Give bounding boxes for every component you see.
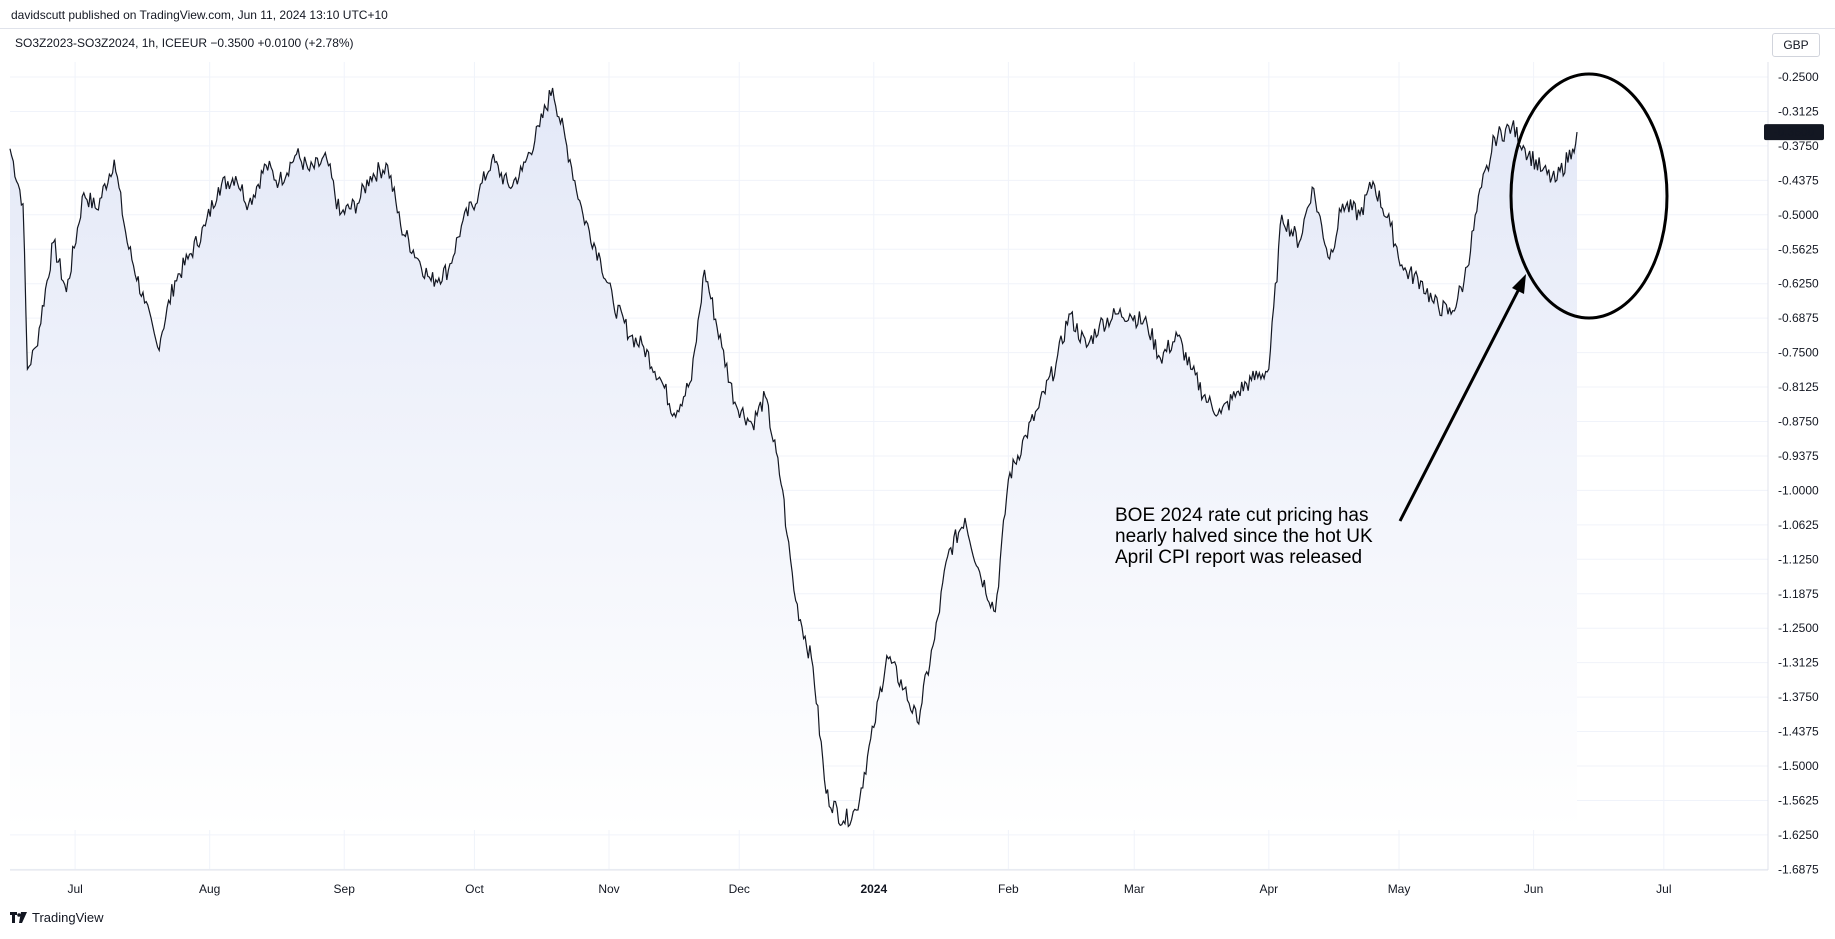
y-tick-label: -0.9375: [1778, 449, 1819, 463]
publish-info: davidscutt published on TradingView.com,…: [11, 8, 388, 22]
x-tick-label: Oct: [465, 882, 484, 896]
symbol-legend: SO3Z2023-SO3Z2024, 1h, ICEEUR −0.3500 +0…: [15, 36, 354, 50]
last-price-tag: -0.3500: [1764, 124, 1824, 141]
annotation-arrow-line: [1398, 282, 1524, 522]
x-tick-label: Jul: [1656, 882, 1671, 896]
x-tick-label: 2024: [860, 882, 887, 896]
x-axis: Jul Aug Sep Oct Nov Dec 2024 Feb Mar Apr May Jun Jul: [67, 882, 1671, 896]
footer-brand-text: TradingView: [32, 910, 104, 925]
y-tick-label: -1.4375: [1778, 725, 1819, 739]
x-tick-label: Jul: [67, 882, 82, 896]
currency-button[interactable]: GBP: [1772, 33, 1820, 57]
y-tick-label: -0.6250: [1778, 277, 1819, 291]
y-tick-label: -1.0000: [1778, 483, 1819, 497]
annotation-line-1: BOE 2024 rate cut pricing has: [1115, 505, 1368, 526]
y-tick-label: -1.1250: [1778, 552, 1819, 566]
x-tick-label: Jun: [1524, 882, 1543, 896]
y-tick-label: -1.6250: [1778, 828, 1819, 842]
y-tick-label: -0.7500: [1778, 346, 1819, 360]
y-tick-label: -1.5625: [1778, 793, 1819, 807]
x-tick-label: May: [1388, 882, 1411, 896]
y-tick-label: -0.8125: [1778, 380, 1819, 394]
y-tick-label: -0.3750: [1778, 139, 1819, 153]
y-tick-label: -0.5000: [1778, 208, 1819, 222]
y-axis: -0.2500 -0.3125 -0.3750 -0.4375 -0.5000 -0.56…: [1778, 70, 1819, 876]
y-tick-label: -1.6875: [1778, 862, 1819, 876]
y-tick-label: -0.5625: [1778, 242, 1819, 256]
x-tick-label: Feb: [998, 882, 1019, 896]
last-price-label: -0.3500: [1774, 125, 1815, 139]
y-tick-label: -1.1875: [1778, 587, 1819, 601]
y-tick-label: -1.3750: [1778, 690, 1819, 704]
annotation: BOE 2024 rate cut pricing has nearly hal…: [1115, 72, 1669, 568]
annotation-line-3: April CPI report was released: [1115, 547, 1362, 568]
y-tick-label: -0.3125: [1778, 104, 1819, 118]
y-tick-label: -1.2500: [1778, 621, 1819, 635]
x-tick-label: Aug: [199, 882, 220, 896]
highlight-ellipse: [1509, 72, 1669, 320]
y-tick-label: -1.3125: [1778, 656, 1819, 670]
x-tick-label: Sep: [334, 882, 356, 896]
y-tick-label: -0.8750: [1778, 415, 1819, 429]
y-tick-label: -0.2500: [1778, 70, 1819, 84]
y-tick-label: -1.0625: [1778, 518, 1819, 532]
annotation-line-2: nearly halved since the hot UK: [1115, 526, 1373, 547]
annotation-arrowhead: [1512, 274, 1526, 294]
price-series-line: [9, 87, 1578, 828]
x-tick-label: Nov: [598, 882, 619, 896]
x-tick-label: Dec: [729, 882, 750, 896]
publish-bar: davidscutt published on TradingView.com,…: [0, 0, 1835, 29]
y-tick-label: -1.5000: [1778, 759, 1819, 773]
x-tick-label: Apr: [1259, 882, 1278, 896]
y-tick-label: -0.6875: [1778, 311, 1819, 325]
footer-brand[interactable]: TradingView: [10, 910, 104, 925]
price-area-fill: [10, 88, 1577, 830]
y-tick-label: -0.4375: [1778, 173, 1819, 187]
tradingview-logo-icon: [10, 911, 27, 923]
x-tick-label: Mar: [1124, 882, 1145, 896]
